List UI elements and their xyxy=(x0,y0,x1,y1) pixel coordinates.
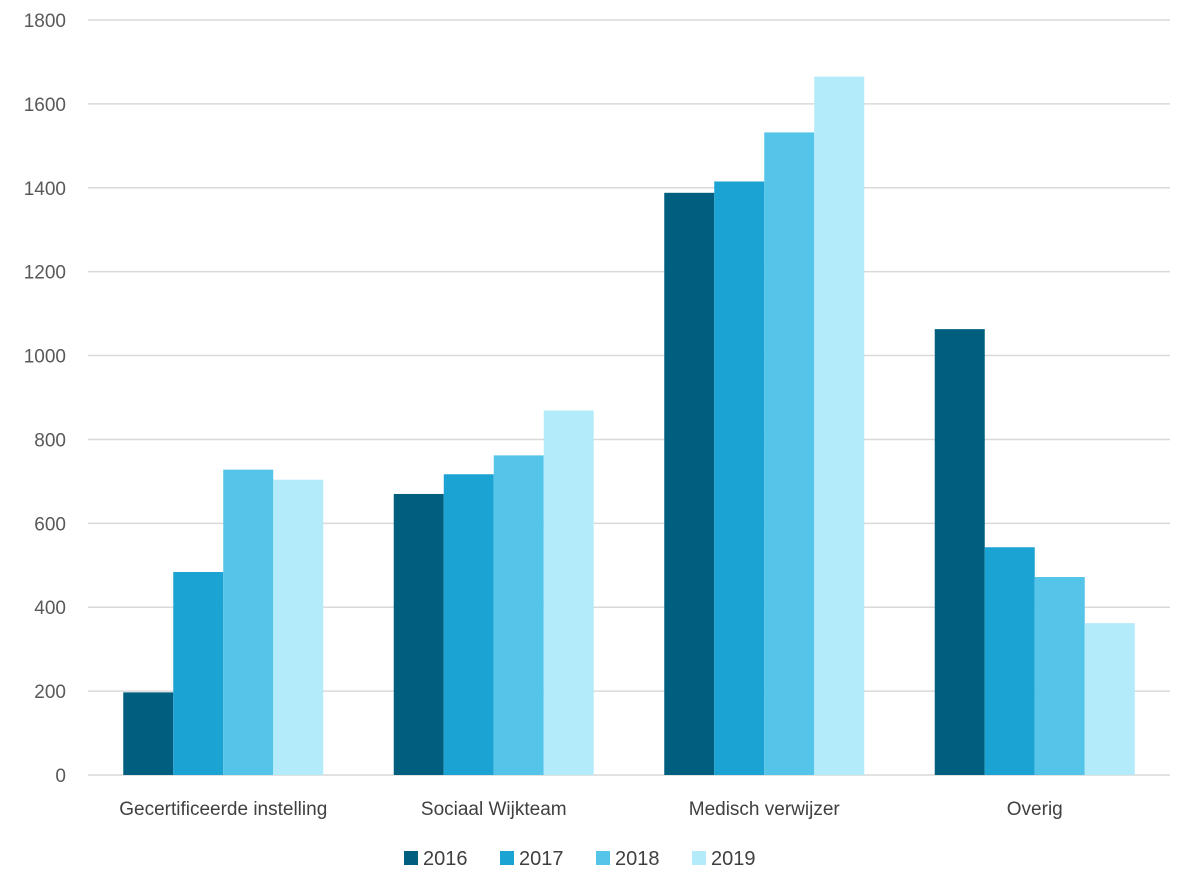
bar-2016-2 xyxy=(394,494,444,775)
legend-swatch-2018 xyxy=(596,851,610,865)
legend-swatch-2017 xyxy=(500,851,514,865)
bar-2019-1 xyxy=(273,480,323,775)
bars xyxy=(123,77,1135,775)
legend-label: 2019 xyxy=(711,848,756,870)
x-axis: Gecertificeerde instelling Sociaal Wijkte… xyxy=(119,799,1063,820)
legend-swatch-2019 xyxy=(692,851,706,865)
bar-2019-3 xyxy=(814,77,864,775)
bar-2016-1 xyxy=(123,692,173,775)
y-tick-label: 600 xyxy=(34,514,66,535)
y-tick-label: 200 xyxy=(34,682,66,703)
y-tick-label: 1200 xyxy=(24,263,66,284)
x-category-label: Gecertificeerde instelling xyxy=(119,799,327,820)
bar-2017-3 xyxy=(714,181,764,775)
y-tick-label: 400 xyxy=(34,598,66,619)
bar-2017-1 xyxy=(173,572,223,775)
bar-2018-1 xyxy=(223,470,273,775)
x-category-label: Overig xyxy=(1007,799,1063,820)
y-tick-label: 1000 xyxy=(24,347,66,368)
y-tick-label: 0 xyxy=(55,766,66,787)
bar-2016-4 xyxy=(935,329,985,775)
y-axis: 0 200 400 600 800 1000 1200 1400 1600 1800 xyxy=(24,11,66,787)
legend-swatch-2016 xyxy=(404,851,418,865)
bar-2017-2 xyxy=(444,474,494,775)
bar-2018-4 xyxy=(1035,577,1085,775)
bar-2018-2 xyxy=(494,455,544,775)
bar-2016-3 xyxy=(664,193,714,775)
legend-label: 2018 xyxy=(615,848,660,870)
legend-label: 2016 xyxy=(423,848,468,870)
x-category-label: Sociaal Wijkteam xyxy=(421,799,567,820)
bar-2019-2 xyxy=(544,411,594,775)
bar-2017-4 xyxy=(985,547,1035,775)
y-tick-label: 1600 xyxy=(24,95,66,116)
legend-label: 2017 xyxy=(519,848,564,870)
bar-2018-3 xyxy=(764,132,814,775)
y-tick-label: 1800 xyxy=(24,11,66,32)
y-tick-label: 1400 xyxy=(24,179,66,200)
x-category-label: Medisch verwijzer xyxy=(689,799,841,820)
bar-2019-4 xyxy=(1085,623,1135,775)
legend: 2016 2017 2018 2019 xyxy=(404,848,756,870)
y-tick-label: 800 xyxy=(34,430,66,451)
